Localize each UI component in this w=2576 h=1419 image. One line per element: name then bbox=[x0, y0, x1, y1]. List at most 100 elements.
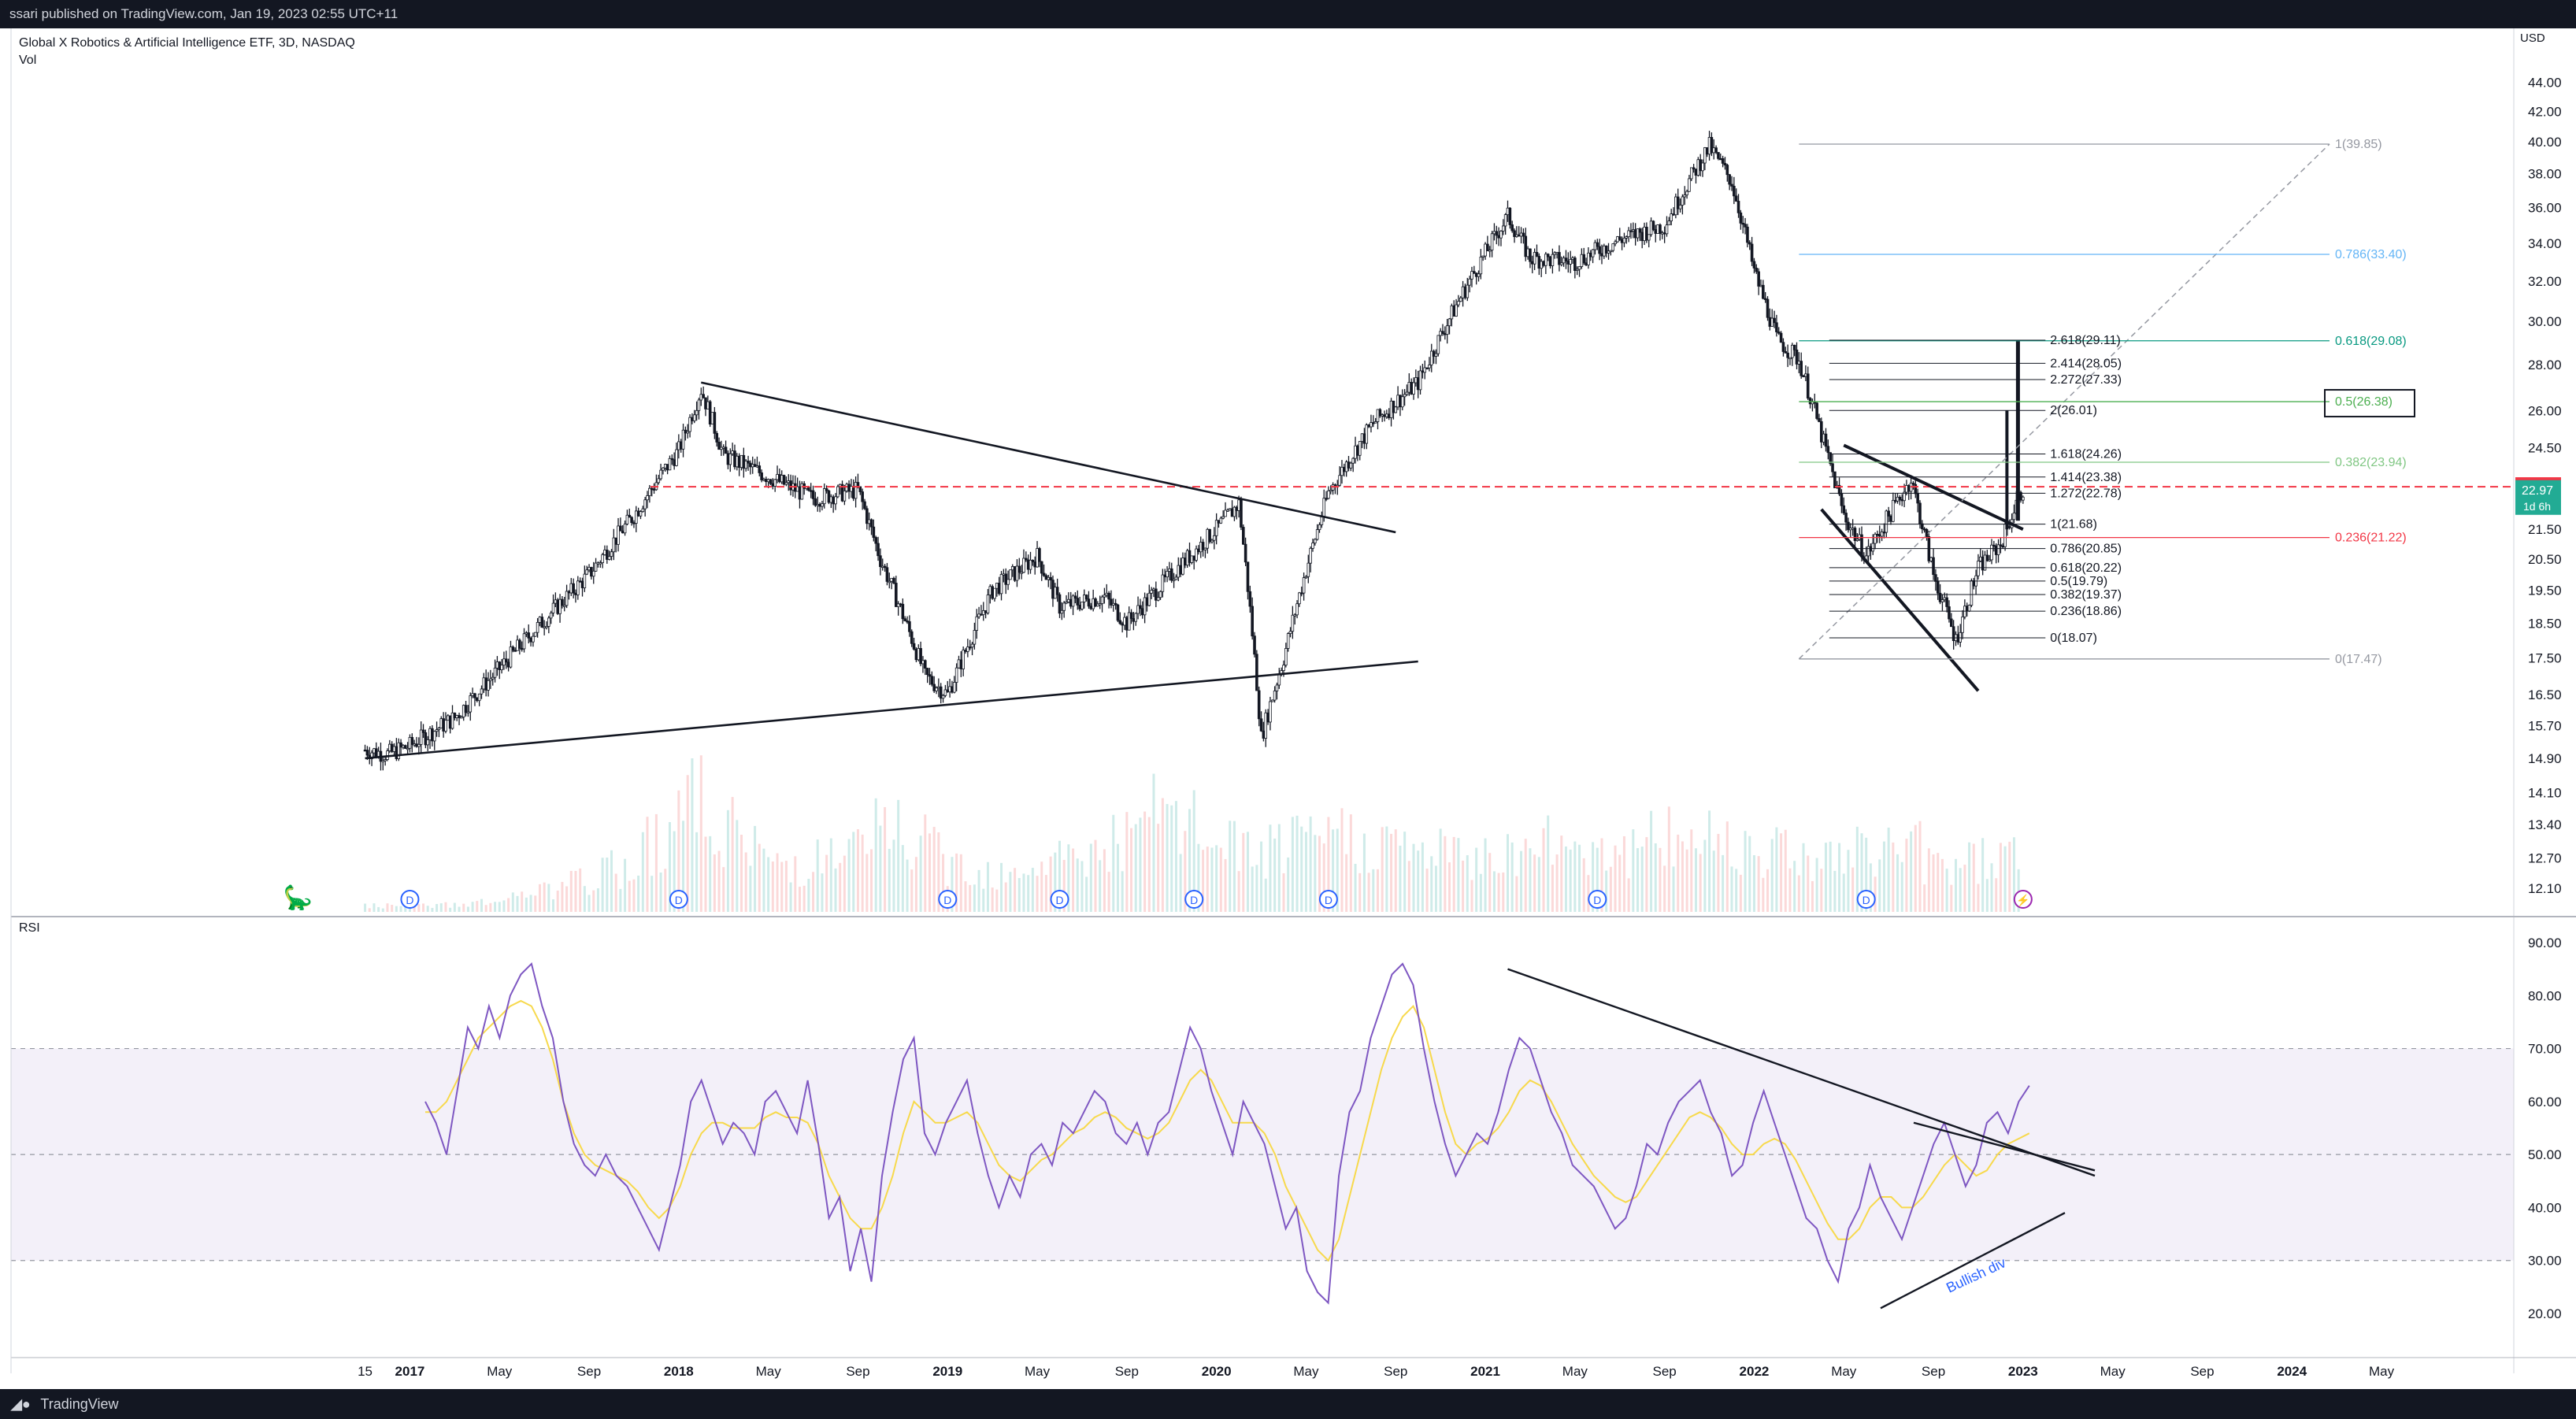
candle-body bbox=[821, 503, 824, 507]
candle-body bbox=[1721, 158, 1725, 164]
volume-bar bbox=[668, 821, 671, 912]
volume-bar bbox=[1488, 853, 1492, 912]
volume-bar bbox=[1667, 806, 1670, 912]
candle-body bbox=[1676, 196, 1680, 209]
candle-body bbox=[1432, 350, 1436, 357]
rsi-tick-label: 90.00 bbox=[2528, 936, 2562, 950]
fib-extension-label: 0.236(18.86) bbox=[2050, 605, 2122, 618]
candle-body bbox=[1795, 349, 1799, 365]
candle-body bbox=[702, 394, 705, 398]
volume-bar bbox=[1260, 841, 1263, 912]
candle-body bbox=[713, 412, 717, 434]
candle-body bbox=[1031, 559, 1035, 563]
volume-bar bbox=[592, 890, 595, 912]
candle-body bbox=[628, 514, 632, 518]
candle-body bbox=[874, 537, 878, 544]
candle-body bbox=[1033, 561, 1037, 568]
candle-body bbox=[518, 639, 521, 649]
wedge-lower-trendline bbox=[1820, 508, 1980, 692]
candle-body bbox=[765, 479, 768, 483]
candle-body bbox=[1291, 614, 1295, 632]
candle-body bbox=[1423, 367, 1427, 373]
candle-body bbox=[395, 746, 398, 759]
volume-bar bbox=[579, 868, 582, 912]
volume-bar bbox=[1264, 878, 1267, 912]
volume-bar bbox=[870, 849, 873, 912]
volume-bar bbox=[1807, 855, 1810, 912]
current-price-tag bbox=[2515, 480, 2561, 515]
candle-body bbox=[410, 737, 414, 745]
volume-label[interactable]: Vol bbox=[19, 54, 37, 67]
candle-body bbox=[500, 665, 503, 670]
volume-bar bbox=[1080, 861, 1084, 912]
price-tick-label: 24.50 bbox=[2528, 441, 2562, 456]
candle-body bbox=[1354, 445, 1357, 459]
volume-bar bbox=[1376, 869, 1379, 912]
candle-body bbox=[715, 432, 719, 443]
candle-body bbox=[717, 442, 721, 450]
volume-bar bbox=[780, 861, 784, 912]
candle-body bbox=[827, 490, 831, 503]
candle-body bbox=[444, 720, 447, 732]
candle-body bbox=[1185, 550, 1189, 566]
volume-bar bbox=[977, 869, 980, 912]
candle-body bbox=[1694, 169, 1698, 176]
candle-body bbox=[1553, 252, 1557, 255]
rsi-tick-label: 40.00 bbox=[2528, 1200, 2562, 1215]
candle-body bbox=[1815, 402, 1818, 419]
volume-bar bbox=[538, 884, 541, 912]
volume-bar bbox=[565, 886, 569, 912]
brand-text[interactable]: TradingView bbox=[40, 1396, 119, 1412]
candle-body bbox=[1555, 252, 1559, 254]
volume-bar bbox=[1600, 838, 1603, 912]
rsi-label[interactable]: RSI bbox=[19, 921, 40, 935]
volume-bar bbox=[1537, 857, 1540, 912]
chart-title[interactable]: Global X Robotics & Artificial Intellige… bbox=[19, 36, 355, 50]
volume-bar bbox=[1780, 833, 1783, 912]
candle-body bbox=[1161, 574, 1165, 592]
candle-body bbox=[1956, 634, 1960, 643]
candle-body bbox=[1656, 224, 1659, 234]
candle-body bbox=[901, 603, 905, 620]
candle-body bbox=[1718, 157, 1722, 161]
candle-body bbox=[1381, 414, 1384, 417]
candle-body bbox=[381, 760, 385, 762]
volume-bar bbox=[426, 906, 429, 912]
candle-body bbox=[1596, 242, 1599, 247]
fib-extension-label: 1.272(22.78) bbox=[2050, 487, 2122, 500]
volume-bar bbox=[1017, 878, 1021, 912]
candle-body bbox=[1741, 222, 1745, 225]
candle-body bbox=[946, 689, 950, 693]
candle-body bbox=[688, 417, 691, 432]
volume-bar bbox=[1139, 817, 1142, 912]
candle-body bbox=[402, 745, 405, 748]
volume-bar bbox=[1582, 858, 1585, 912]
volume-bar bbox=[1520, 850, 1523, 912]
candle-body bbox=[1712, 147, 1716, 154]
candle-body bbox=[428, 728, 432, 740]
candle-body bbox=[392, 746, 396, 752]
current-price-label: 22.97 bbox=[2522, 484, 2553, 498]
candle-body bbox=[858, 486, 862, 492]
volume-bar bbox=[1860, 833, 1863, 912]
volume-bar bbox=[798, 887, 801, 912]
volume-bar bbox=[1439, 828, 1442, 912]
candle-body bbox=[1356, 445, 1359, 456]
volume-bar bbox=[381, 908, 384, 912]
drawings-layer bbox=[365, 339, 2514, 760]
candle-body bbox=[1107, 592, 1110, 600]
candle-body bbox=[1257, 690, 1261, 720]
candle-body bbox=[1179, 565, 1182, 575]
candle-body bbox=[619, 525, 622, 532]
candle-body bbox=[504, 658, 508, 663]
candle-body bbox=[1540, 261, 1543, 269]
candle-body bbox=[778, 474, 781, 483]
candle-body bbox=[807, 487, 810, 491]
candle-body bbox=[1087, 598, 1091, 607]
volume-bar bbox=[1184, 831, 1187, 912]
candle-body bbox=[822, 488, 826, 505]
candle-body bbox=[721, 446, 725, 449]
candle-body bbox=[766, 479, 770, 483]
candle-body bbox=[1985, 554, 1989, 561]
